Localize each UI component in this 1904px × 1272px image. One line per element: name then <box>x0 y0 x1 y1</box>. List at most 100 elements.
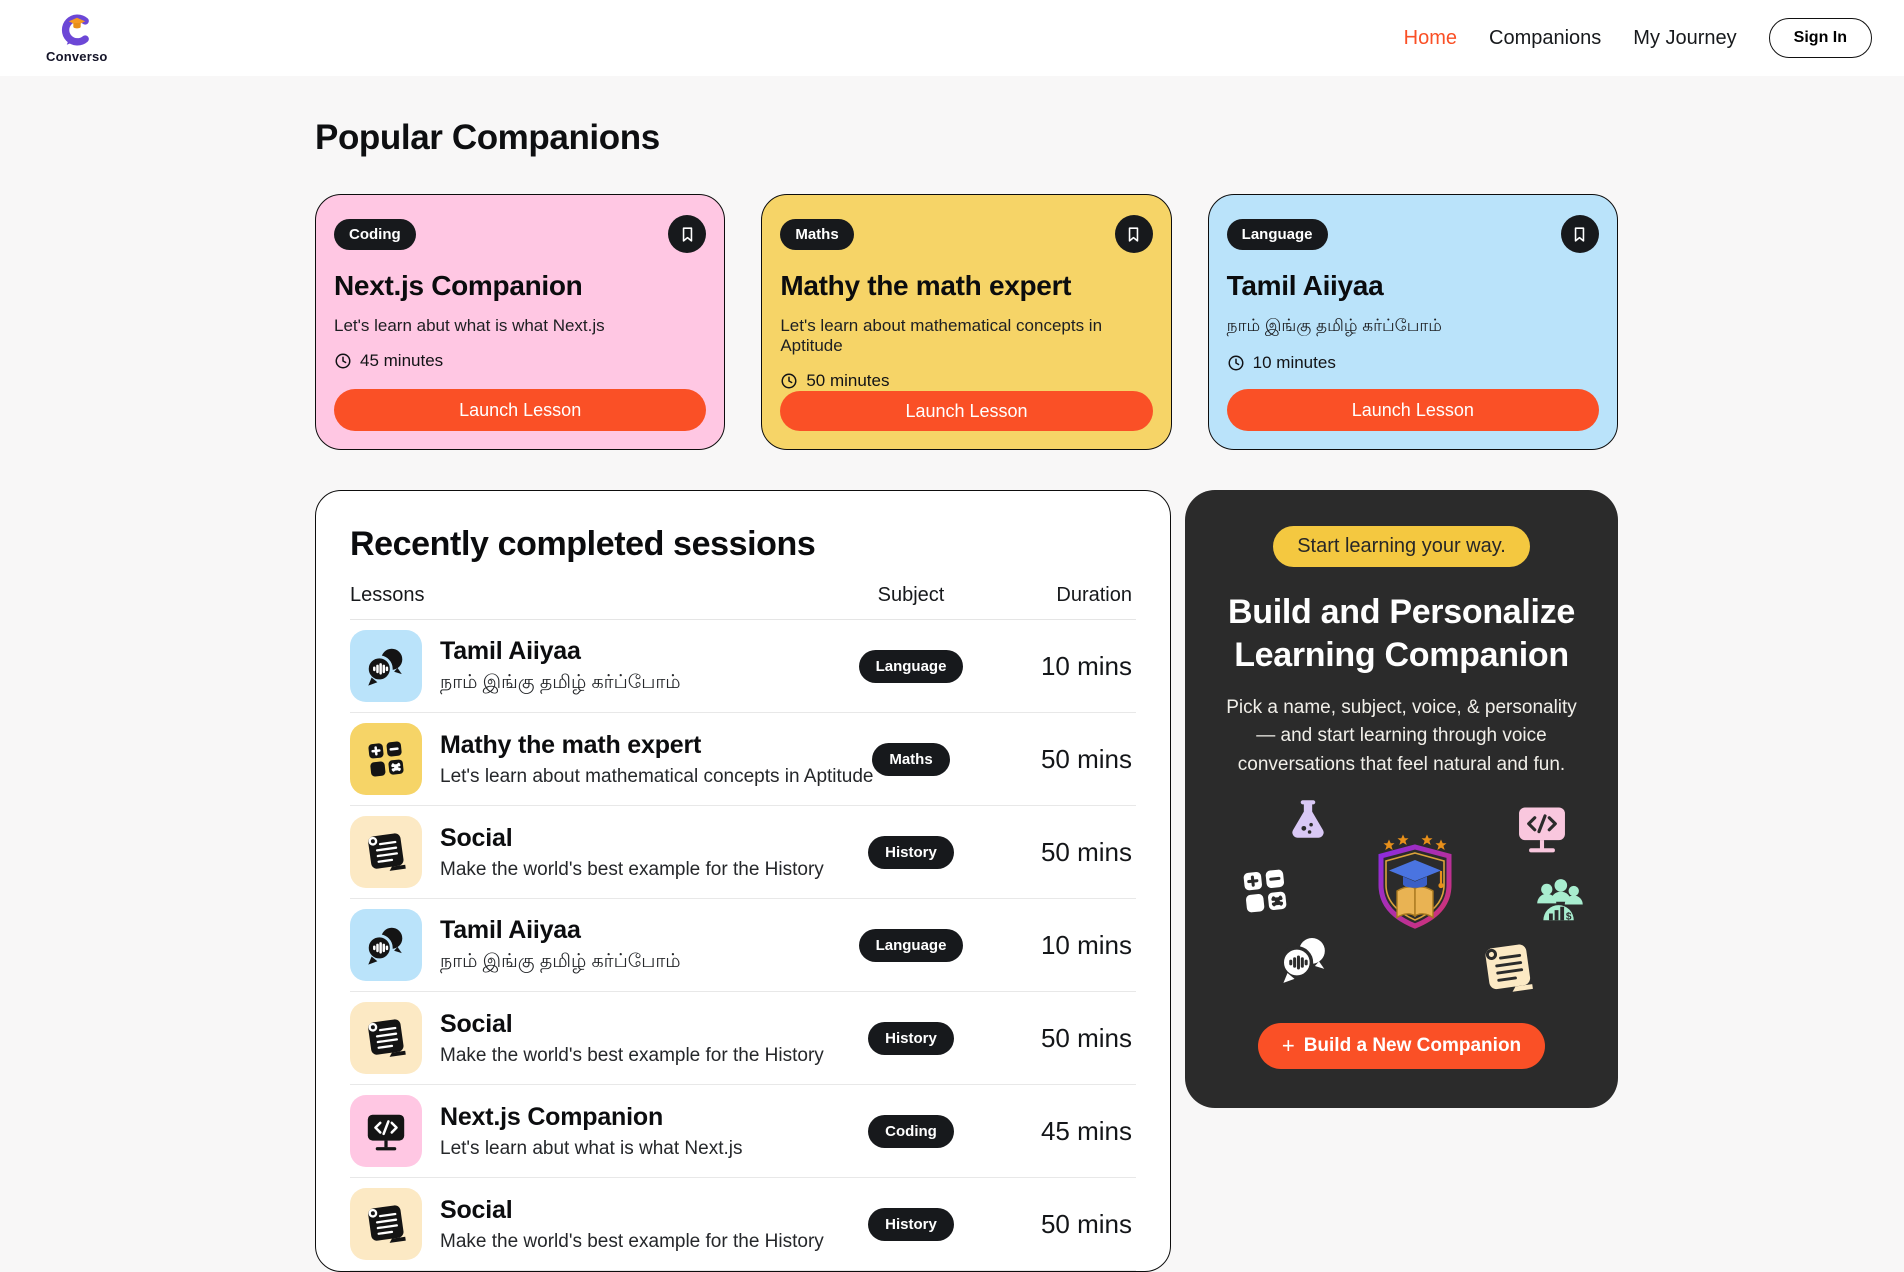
recent-sessions-panel: Recently completed sessions Lessons Subj… <box>315 490 1171 1272</box>
lesson-icon-tile <box>350 723 422 795</box>
duration-row: 10 minutes <box>1227 353 1599 373</box>
plus-icon: + <box>1281 1033 1295 1059</box>
calculator-icon <box>1237 863 1293 919</box>
brand-name: Converso <box>46 49 108 64</box>
flask-icon <box>1283 795 1333 845</box>
companion-title: Tamil Aiiyaa <box>1226 270 1384 301</box>
subject-badge: Language <box>858 649 964 683</box>
converso-logo-icon <box>59 12 95 48</box>
subject-badge: History <box>868 1021 954 1055</box>
duration-label: 50 minutes <box>806 371 890 390</box>
column-header-lessons: Lessons <box>350 584 425 606</box>
navbar: Converso Home Companions My Journey Sign… <box>0 0 1904 76</box>
bookmark-button[interactable] <box>1114 215 1153 253</box>
clock-icon <box>334 352 352 370</box>
lesson-title: Next.js Companion <box>440 1102 664 1131</box>
duration-value: 50 mins <box>1040 836 1132 867</box>
companion-card: Language Tamil Aiiyaa நாம் இங்கு தமிழ் க… <box>1207 194 1618 450</box>
bookmark-icon <box>678 225 697 244</box>
launch-lesson-button[interactable]: Launch Lesson <box>1226 389 1599 431</box>
lesson-icon-tile <box>350 816 422 888</box>
lesson-icon-tile <box>350 630 422 702</box>
companion-description: Let's learn abut what is what Next.js <box>334 316 605 335</box>
chat-bubbles-icon <box>1277 931 1333 987</box>
duration-value: 50 mins <box>1040 1022 1132 1053</box>
duration-value: 50 mins <box>1040 1208 1132 1239</box>
lesson-description: Make the world's best example for the Hi… <box>440 1230 824 1252</box>
scroll-icon <box>363 1201 409 1247</box>
build-button-label: Build a New Companion <box>1303 1035 1522 1057</box>
companion-description: நாம் இங்கு தமிழ் கர்ப்போம் <box>1226 316 1442 335</box>
lesson-title: Social <box>440 823 513 852</box>
scroll-icon <box>363 829 409 875</box>
lesson-description: Make the world's best example for the Hi… <box>440 858 824 880</box>
duration-label: 45 minutes <box>360 351 444 370</box>
subject-badge: Maths <box>872 742 950 776</box>
duration-row: 45 minutes <box>334 351 706 371</box>
brand-logo[interactable]: Converso <box>46 12 108 64</box>
clock-icon <box>780 372 798 390</box>
companion-description: Let's learn about mathematical concepts … <box>780 316 1103 355</box>
bookmark-button[interactable] <box>668 215 707 253</box>
scroll-icon <box>1479 939 1537 997</box>
session-row[interactable]: Social Make the world's best example for… <box>350 992 1136 1085</box>
companion-card: Coding Next.js Companion Let's learn abu… <box>315 194 726 450</box>
nav-link-my-journey[interactable]: My Journey <box>1633 26 1737 49</box>
cta-heading: Build and Personalize Learning Companion <box>1228 593 1575 674</box>
lesson-title: Tamil Aiiyaa <box>440 915 581 944</box>
build-new-companion-button[interactable]: + Build a New Companion <box>1257 1023 1546 1070</box>
subject-badge: Maths <box>780 218 854 250</box>
bookmark-icon <box>1570 225 1589 244</box>
sign-in-button[interactable]: Sign In <box>1768 18 1872 58</box>
lesson-description: Let's learn about mathematical concepts … <box>440 765 874 787</box>
lesson-title: Tamil Aiiyaa <box>440 636 581 665</box>
session-row[interactable]: Tamil Aiiyaa நாம் இங்கு தமிழ் கர்ப்போம் … <box>350 899 1136 992</box>
nav-link-companions[interactable]: Companions <box>1489 26 1602 49</box>
column-header-duration: Duration <box>1056 584 1132 606</box>
bookmark-button[interactable] <box>1560 215 1599 253</box>
launch-lesson-button[interactable]: Launch Lesson <box>334 389 707 431</box>
code-monitor-icon <box>1513 799 1571 857</box>
nav-menu: Home Companions My Journey Sign In <box>1404 18 1872 58</box>
lesson-description: Let's learn abut what is what Next.js <box>440 1137 743 1159</box>
chat-bubbles-icon <box>363 922 409 968</box>
subject-icons-cluster <box>1219 791 1584 1005</box>
clock-icon <box>1227 354 1245 372</box>
subject-badge: Language <box>1226 218 1328 250</box>
duration-value: 50 mins <box>1040 743 1132 774</box>
chat-bubbles-icon <box>363 643 409 689</box>
nav-link-home[interactable]: Home <box>1403 26 1457 49</box>
build-companion-card: Start learning your way. Build and Perso… <box>1185 490 1618 1108</box>
subject-badge: Language <box>858 928 964 962</box>
companion-card: Maths Mathy the math expert Let's learn … <box>761 194 1172 450</box>
column-header-subject: Subject <box>877 584 945 606</box>
main-content: Popular Companions Coding Next.js Compan… <box>315 118 1618 1272</box>
team-analytics-icon <box>1531 873 1585 927</box>
session-row[interactable]: Next.js Companion Let's learn abut what … <box>350 1085 1136 1178</box>
duration-value: 10 mins <box>1040 929 1132 960</box>
cta-body: Pick a name, subject, voice, & personali… <box>1226 696 1577 775</box>
session-row[interactable]: Tamil Aiiyaa நாம் இங்கு தமிழ் கர்ப்போம் … <box>350 620 1136 713</box>
session-row[interactable]: Social Make the world's best example for… <box>350 806 1136 899</box>
subject-badge: Coding <box>868 1114 954 1148</box>
page-title: Popular Companions <box>315 118 660 157</box>
bookmark-icon <box>1124 225 1143 244</box>
cta-tagline-pill: Start learning your way. <box>1273 526 1530 567</box>
subject-badge: History <box>868 835 954 869</box>
table-header: Lessons Subject Duration <box>350 584 1136 620</box>
lower-section: Recently completed sessions Lessons Subj… <box>315 490 1618 1272</box>
scroll-icon <box>363 1015 409 1061</box>
lesson-title: Mathy the math expert <box>440 730 702 759</box>
lesson-title: Social <box>440 1009 513 1038</box>
companion-title: Next.js Companion <box>334 270 583 301</box>
session-row[interactable]: Mathy the math expert Let's learn about … <box>350 713 1136 806</box>
lesson-description: Make the world's best example for the Hi… <box>440 1044 824 1066</box>
subject-badge: History <box>868 1207 954 1241</box>
duration-label: 10 minutes <box>1252 353 1336 372</box>
graduation-emblem-icon <box>1367 833 1463 937</box>
lesson-description: நாம் இங்கு தமிழ் கர்ப்போம் <box>440 671 681 693</box>
lesson-icon-tile <box>350 1002 422 1074</box>
session-row[interactable]: Social Make the world's best example for… <box>350 1178 1136 1271</box>
launch-lesson-button[interactable]: Launch Lesson <box>780 391 1153 431</box>
sessions-title: Recently completed sessions <box>350 525 816 563</box>
